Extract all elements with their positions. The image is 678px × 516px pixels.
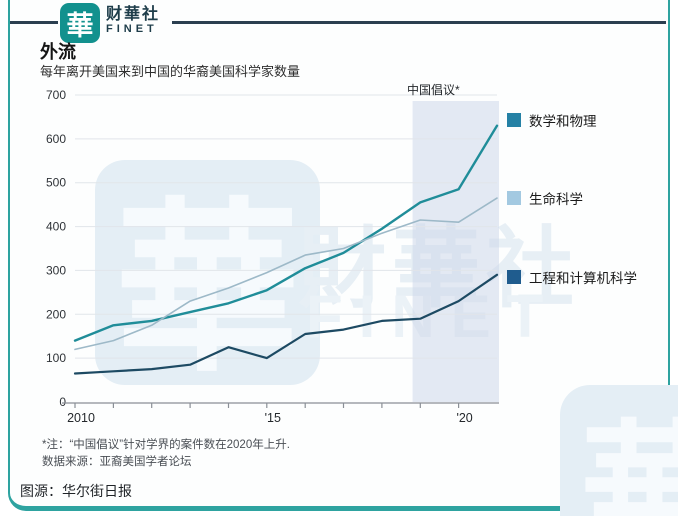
svg-text:0: 0 bbox=[59, 395, 66, 409]
legend-item-engineering-cs: 工程和计算机科学 bbox=[507, 267, 637, 287]
header-rule-left bbox=[10, 21, 58, 24]
legend-swatch-life-sciences bbox=[507, 191, 521, 205]
svg-text:200: 200 bbox=[46, 307, 66, 321]
legend-label: 生命科学 bbox=[529, 192, 583, 207]
svg-text:'15: '15 bbox=[265, 411, 281, 425]
header-rule-right bbox=[172, 21, 666, 24]
footnote-data-source: 数据来源：亚裔美国学者论坛 bbox=[42, 456, 192, 468]
brand-name-cn: 财華社 bbox=[106, 6, 161, 23]
legend-item-math-physics: 数学和物理 bbox=[507, 110, 597, 130]
legend-swatch-math-physics bbox=[507, 113, 521, 127]
legend-label: 工程和计算机科学 bbox=[529, 271, 637, 286]
chart-subtitle: 每年离开美国来到中国的华裔美国科学家数量 bbox=[40, 64, 301, 79]
svg-text:700: 700 bbox=[46, 88, 66, 102]
svg-text:600: 600 bbox=[46, 132, 66, 146]
chart-title: 外流 bbox=[40, 42, 76, 62]
svg-text:2010: 2010 bbox=[67, 411, 95, 425]
finet-logo: 華 bbox=[60, 3, 100, 43]
legend-label: 数学和物理 bbox=[529, 114, 597, 129]
svg-text:100: 100 bbox=[46, 351, 66, 365]
svg-text:500: 500 bbox=[46, 176, 66, 190]
svg-text:400: 400 bbox=[46, 220, 66, 234]
svg-text:300: 300 bbox=[46, 263, 66, 277]
brand-lockup: 财華社 FINET bbox=[106, 6, 161, 35]
annotation-band-label: 中国倡议* bbox=[407, 83, 460, 97]
footnote-china-initiative: *注：“中国倡议”针对学界的案件数在2020年上升. bbox=[42, 439, 290, 451]
legend-item-life-sciences: 生命科学 bbox=[507, 188, 583, 208]
legend-swatch-engineering-cs bbox=[507, 270, 521, 284]
svg-text:'20: '20 bbox=[456, 411, 472, 425]
brand-name-en: FINET bbox=[106, 22, 158, 35]
image-source-credit: 图源：华尔街日报 bbox=[20, 483, 132, 499]
